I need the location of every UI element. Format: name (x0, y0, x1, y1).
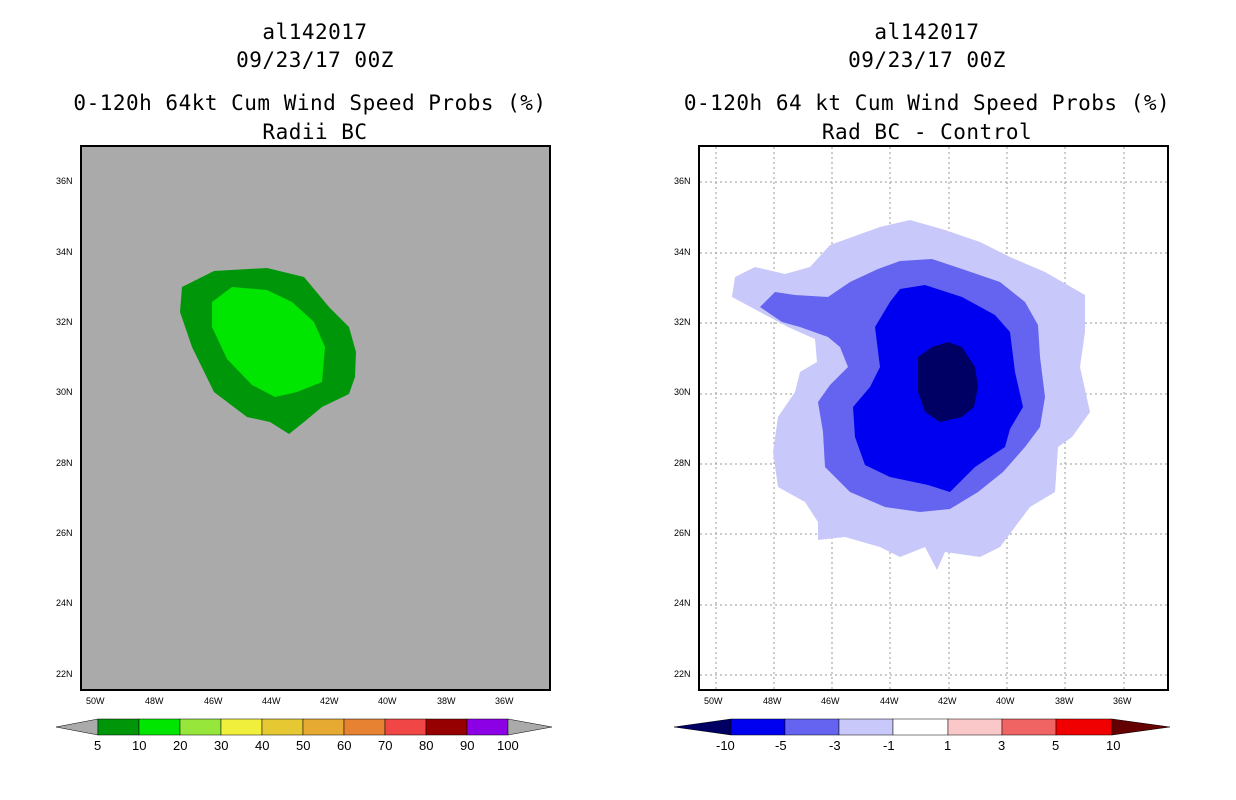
left-cb-tick-8: 80 (419, 738, 434, 753)
right-datetime: 09/23/17 00Z (848, 48, 1006, 72)
left-lat-36n: 36N (56, 176, 73, 186)
right-cb-tick-2: -3 (829, 738, 841, 753)
left-colorbar-bin-4 (261, 718, 304, 736)
left-cb-tick-0: 5 (94, 738, 102, 753)
left-cb-tick-4: 40 (255, 738, 270, 753)
left-colorbar-bin-9 (466, 718, 509, 736)
right-lon-48w: 48W (763, 696, 782, 706)
right-cb-tick-6: 5 (1052, 738, 1060, 753)
left-lon-46w: 46W (204, 696, 223, 706)
left-lat-32n: 32N (56, 317, 73, 327)
right-lat-34n: 34N (674, 247, 691, 257)
left-lat-30n: 30N (56, 387, 73, 397)
left-colorbar-bin-5 (302, 718, 345, 736)
left-colorbar-over (507, 718, 553, 736)
left-cb-tick-2: 20 (173, 738, 188, 753)
right-colorbar-bin-3 (892, 718, 949, 736)
left-cb-tick-3: 30 (214, 738, 229, 753)
right-colorbar-bin-5 (1001, 718, 1057, 736)
right-colorbar-bin-4 (947, 718, 1003, 736)
left-contours (180, 268, 356, 434)
left-lat-34n: 34N (56, 247, 73, 257)
left-colorbar-bin-3 (220, 718, 263, 736)
left-cb-tick-1: 10 (132, 738, 147, 753)
right-cb-tick-7: 10 (1106, 738, 1121, 753)
right-lon-44w: 44W (880, 696, 899, 706)
left-lat-24n: 24N (56, 598, 73, 608)
right-colorbar-over (1111, 718, 1171, 736)
right-product-title: 0-120h 64 kt Cum Wind Speed Probs (%) (683, 91, 1171, 115)
right-lon-40w: 40W (996, 696, 1015, 706)
right-colorbar-bin-2 (838, 718, 894, 736)
left-colorbar (56, 718, 553, 736)
right-cb-tick-5: 3 (998, 738, 1006, 753)
right-storm-id: al142017 (874, 20, 980, 44)
left-colorbar-bin-6 (343, 718, 386, 736)
left-lon-42w: 42W (320, 696, 339, 706)
left-cb-tick-5: 50 (296, 738, 311, 753)
left-colorbar-bin-2 (179, 718, 222, 736)
right-colorbar-under (674, 718, 732, 736)
right-map (698, 145, 1169, 691)
right-lat-32n: 32N (674, 317, 691, 327)
right-contour-minus10 (918, 342, 978, 422)
right-cb-tick-3: -1 (883, 738, 895, 753)
right-colorbar-bin-0 (730, 718, 786, 736)
right-lon-38w: 38W (1055, 696, 1074, 706)
right-lat-28n: 28N (674, 458, 691, 468)
left-colorbar-bin-1 (138, 718, 181, 736)
left-colorbar-bin-8 (425, 718, 468, 736)
right-cb-tick-0: -10 (716, 738, 735, 753)
right-colorbar-bin-6 (1055, 718, 1113, 736)
right-lon-42w: 42W (938, 696, 957, 706)
right-lon-36w: 36W (1113, 696, 1132, 706)
left-lon-50w: 50W (86, 696, 105, 706)
right-cb-tick-4: 1 (944, 738, 952, 753)
left-lon-44w: 44W (262, 696, 281, 706)
left-lon-48w: 48W (145, 696, 164, 706)
right-lat-26n: 26N (674, 528, 691, 538)
right-lat-24n: 24N (674, 598, 691, 608)
right-lon-46w: 46W (821, 696, 840, 706)
right-colorbar (674, 718, 1171, 736)
right-colorbar-bin-1 (784, 718, 840, 736)
left-cb-tick-9: 90 (460, 738, 475, 753)
left-lon-40w: 40W (378, 696, 397, 706)
left-lat-28n: 28N (56, 458, 73, 468)
left-lat-22n: 22N (56, 669, 73, 679)
right-subtitle: Rad BC - Control (821, 120, 1033, 144)
left-cb-tick-6: 60 (337, 738, 352, 753)
right-lon-50w: 50W (704, 696, 723, 706)
right-lat-30n: 30N (674, 387, 691, 397)
left-subtitle: Radii BC (262, 120, 368, 144)
left-lon-36w: 36W (495, 696, 514, 706)
left-cb-tick-10: 100 (497, 738, 519, 753)
right-lat-36n: 36N (674, 176, 691, 186)
right-cb-tick-1: -5 (775, 738, 787, 753)
left-map (80, 145, 551, 691)
left-cb-tick-7: 70 (378, 738, 393, 753)
left-colorbar-bin-7 (384, 718, 427, 736)
right-contours (700, 147, 1167, 689)
left-colorbar-under (56, 718, 99, 736)
left-contour-10pct (212, 287, 325, 397)
left-lon-38w: 38W (437, 696, 456, 706)
right-lat-22n: 22N (674, 669, 691, 679)
left-storm-id: al142017 (262, 20, 368, 44)
left-product-title: 0-120h 64kt Cum Wind Speed Probs (%) (73, 91, 547, 115)
left-datetime: 09/23/17 00Z (236, 48, 394, 72)
left-colorbar-bin-0 (97, 718, 140, 736)
left-lat-26n: 26N (56, 528, 73, 538)
